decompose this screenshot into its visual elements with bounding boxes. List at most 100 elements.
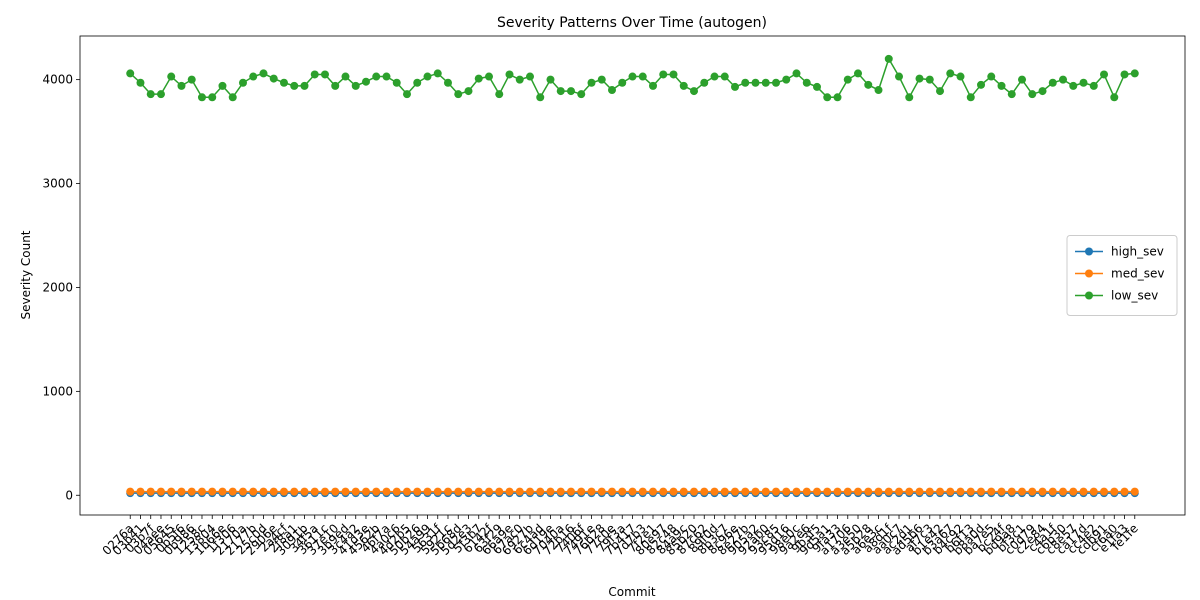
data-point [823,487,832,496]
data-point [187,487,196,496]
data-point [700,487,709,496]
data-point [238,487,247,496]
data-point [443,78,452,87]
data-point [1038,487,1047,496]
data-point [864,487,873,496]
data-point [577,90,586,99]
data-point [1130,487,1139,496]
data-point [382,487,391,496]
legend-marker [1085,291,1093,300]
legend-label: low_sev [1111,289,1158,303]
legend-marker [1085,269,1093,278]
data-point [136,487,145,496]
data-point [628,72,637,81]
data-point [936,487,945,496]
data-point [454,487,463,496]
data-point [433,69,442,78]
data-point [690,487,699,496]
data-point [341,72,350,81]
data-point [300,81,309,90]
data-point [1007,90,1016,99]
data-point [874,86,883,95]
data-point [751,78,760,87]
data-point [249,487,258,496]
data-point [218,81,227,90]
data-point [505,487,514,496]
data-point [136,78,145,87]
data-point [464,487,473,496]
data-point [167,72,176,81]
legend-label: med_sev [1111,267,1164,281]
data-point [659,70,668,79]
data-point [177,487,186,496]
data-point [536,93,545,102]
data-point [351,81,360,90]
data-point [515,487,524,496]
data-point [905,93,914,102]
data-point [474,487,483,496]
data-point [1028,90,1037,99]
data-point [341,487,350,496]
data-point [843,75,852,84]
data-point [372,72,381,81]
data-point [566,487,575,496]
data-point [649,81,658,90]
data-point [156,90,165,99]
data-point [638,72,647,81]
data-point [731,82,740,91]
data-point [977,80,986,89]
data-point [802,487,811,496]
data-point [208,93,217,102]
data-point [597,487,606,496]
data-point [823,93,832,102]
data-point [146,90,155,99]
data-point [925,487,934,496]
y-tick-label: 1000 [42,384,73,398]
data-point [946,69,955,78]
data-point [874,487,883,496]
data-point [320,70,329,79]
data-point [741,78,750,87]
data-point [167,487,176,496]
data-point [402,90,411,99]
data-point [628,487,637,496]
data-point [566,87,575,96]
data-point [249,72,258,81]
data-point [1110,487,1119,496]
data-point [474,74,483,83]
data-point [320,487,329,496]
data-point [618,78,627,87]
data-point [1120,487,1129,496]
data-point [413,487,422,496]
data-point [331,487,340,496]
data-point [751,487,760,496]
data-point [1110,93,1119,102]
data-point [659,487,668,496]
data-point [413,78,422,87]
chart-title: Severity Patterns Over Time (autogen) [497,15,767,31]
data-point [1048,487,1057,496]
data-point [1120,70,1129,79]
data-point [259,487,268,496]
data-point [597,75,606,84]
data-point [351,487,360,496]
data-point [884,487,893,496]
data-point [1038,87,1047,96]
data-point [802,78,811,87]
data-point [238,78,247,87]
data-point [279,78,288,87]
data-point [607,86,616,95]
data-point [269,487,278,496]
data-point [361,77,370,86]
data-point [290,487,299,496]
data-point [1028,487,1037,496]
data-point [792,487,801,496]
data-point [556,87,565,96]
data-point [1079,78,1088,87]
data-point [956,487,965,496]
data-point [495,487,504,496]
data-point [443,487,452,496]
data-point [1007,487,1016,496]
data-point [402,487,411,496]
